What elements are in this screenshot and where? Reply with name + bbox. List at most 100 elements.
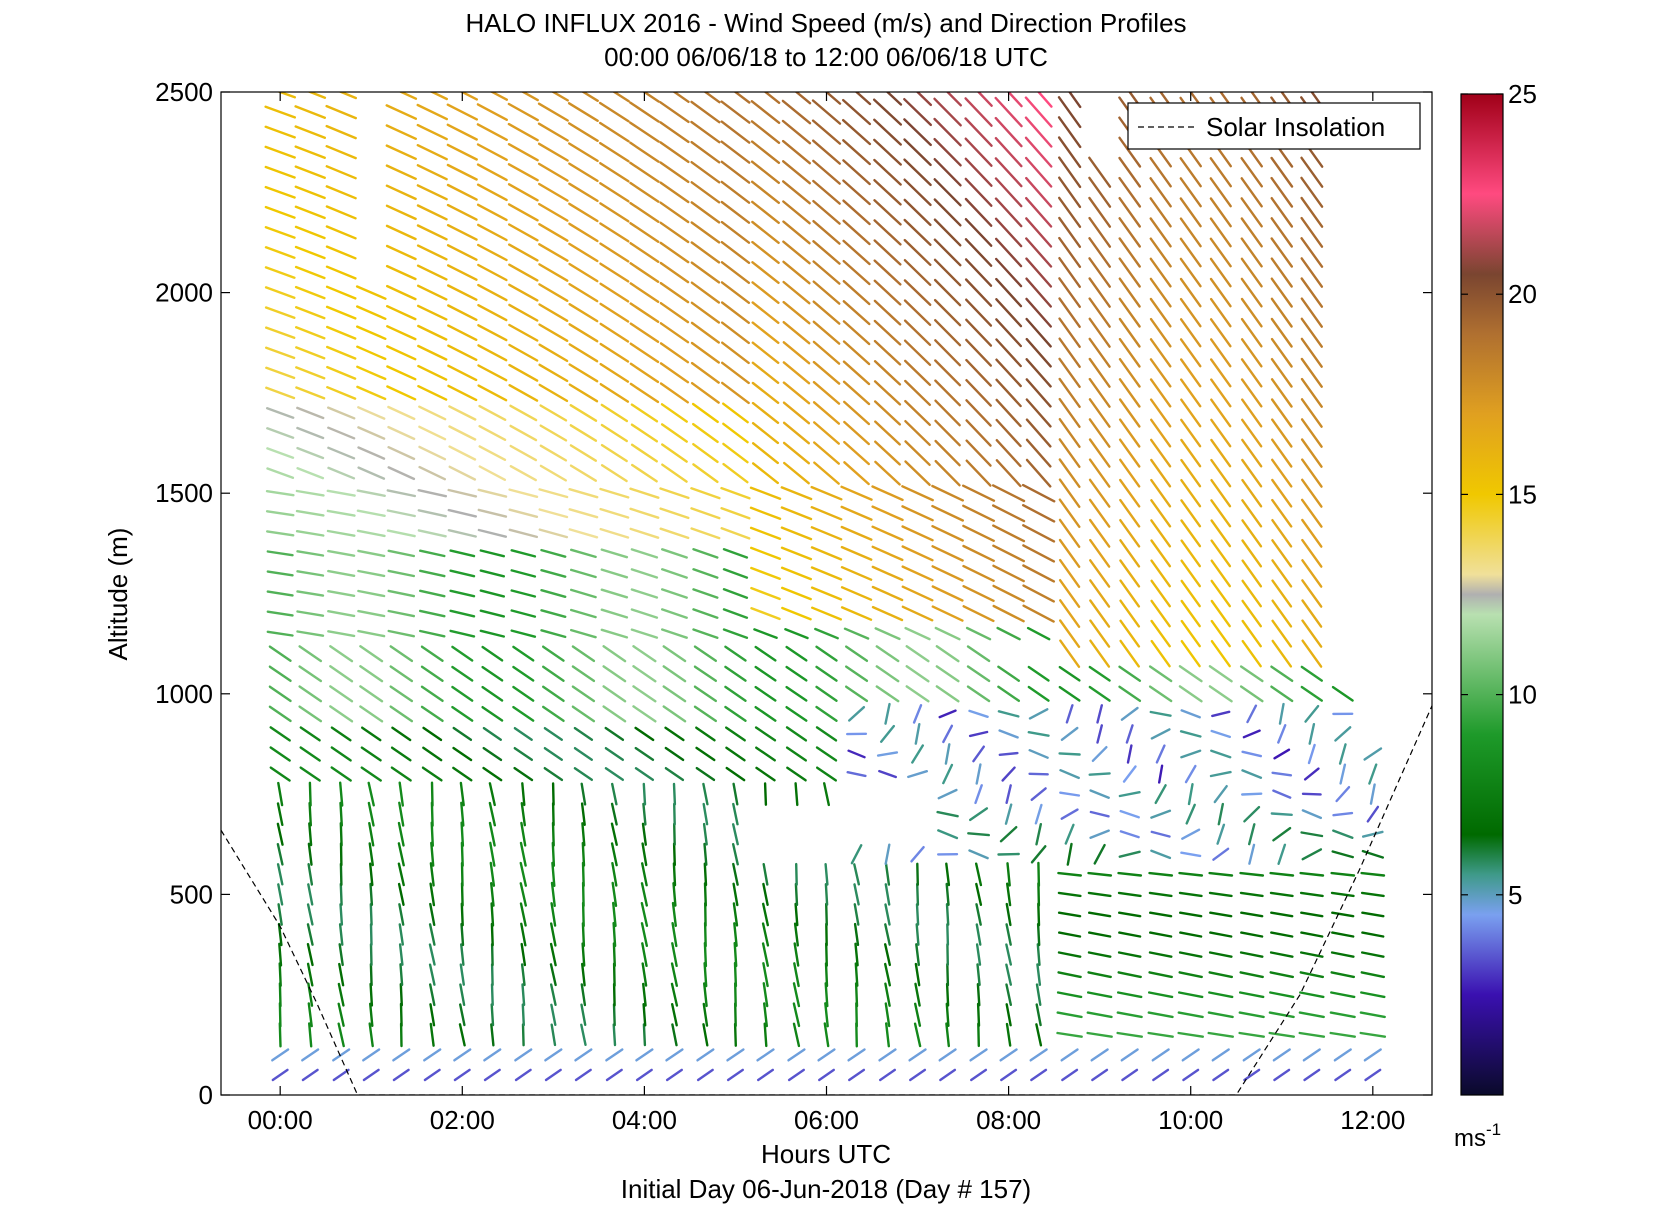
wind-barb <box>880 724 895 743</box>
wind-barb <box>1022 504 1056 523</box>
wind-barb <box>813 461 840 485</box>
wind-barb <box>692 628 719 639</box>
wind-barbs <box>264 92 1387 1082</box>
wind-barb <box>782 200 811 225</box>
wind-barb <box>965 338 992 367</box>
wind-barb <box>1180 559 1202 588</box>
wind-barb <box>630 568 659 579</box>
wind-barb <box>570 588 597 599</box>
wind-barb <box>447 364 478 382</box>
wind-barb <box>1148 931 1173 938</box>
wind-barb <box>519 902 527 927</box>
wind-barb <box>782 180 811 205</box>
wind-barb <box>1024 96 1053 128</box>
wind-barb <box>1149 317 1172 348</box>
wind-barb <box>659 507 690 520</box>
wind-barb <box>266 590 294 597</box>
wind-barb <box>329 665 354 683</box>
wind-barb <box>781 119 812 145</box>
wind-barb <box>569 424 598 442</box>
legend: Solar Insolation <box>1127 102 1421 150</box>
wind-barb <box>792 982 801 1008</box>
wind-barb <box>478 465 507 481</box>
wind-barb <box>664 726 685 742</box>
wind-barb <box>540 548 567 558</box>
wind-barb <box>417 385 448 401</box>
wind-barb <box>1240 197 1263 228</box>
wind-barb <box>1329 1011 1356 1019</box>
wind-barb <box>933 198 962 227</box>
wind-barb <box>690 120 721 144</box>
wind-barb <box>1243 1068 1261 1082</box>
wind-barb <box>1057 971 1082 979</box>
wind-barb <box>359 705 384 723</box>
wind-barb <box>490 1003 495 1027</box>
x-tick-label: 10:00 <box>1158 1105 1223 1135</box>
wind-barb <box>1147 991 1174 999</box>
wind-barb <box>1240 317 1263 348</box>
wind-barb <box>416 123 448 141</box>
wind-barb <box>521 983 526 1007</box>
wind-barb <box>550 922 557 947</box>
wind-barb <box>659 161 690 184</box>
wind-barb <box>307 1002 313 1028</box>
wind-barb <box>277 781 284 807</box>
wind-barb <box>690 301 721 324</box>
wind-barb <box>512 665 535 682</box>
wind-barb <box>477 488 508 498</box>
wind-barb <box>451 645 474 662</box>
wind-barb <box>811 606 842 621</box>
wind-barb <box>568 303 599 323</box>
chart-subtitle: 00:00 06/06/18 to 12:00 06/06/18 UTC <box>604 42 1048 72</box>
wind-barb <box>389 705 414 723</box>
wind-barb <box>732 823 739 846</box>
wind-barb <box>612 982 616 1007</box>
wind-barb <box>1179 730 1202 738</box>
wind-barb <box>781 139 811 165</box>
wind-barb <box>520 92 539 102</box>
wind-barb <box>477 223 508 242</box>
wind-barb <box>1339 763 1347 785</box>
wind-barb <box>1239 871 1265 877</box>
wind-barb <box>703 842 708 866</box>
wind-barb <box>568 182 599 203</box>
wind-barb <box>720 200 751 224</box>
wind-barb <box>1180 640 1201 668</box>
wind-barb <box>970 1068 988 1082</box>
wind-barb <box>337 1022 345 1048</box>
wind-barb <box>453 1048 472 1062</box>
x-axis-ticks: 00:00 02:00 04:00 06:00 08:00 10:00 12:00 <box>248 92 1405 1135</box>
wind-barb <box>1058 518 1081 548</box>
wind-barb <box>792 1022 801 1048</box>
wind-barb <box>780 526 813 541</box>
wind-barb <box>448 425 477 441</box>
wind-barb <box>460 861 464 887</box>
wind-barb <box>1270 378 1293 408</box>
wind-barb <box>510 609 537 618</box>
wind-barb <box>785 665 808 682</box>
wind-barb <box>690 382 720 404</box>
wind-barb <box>1057 156 1082 189</box>
wind-barb <box>1118 398 1141 428</box>
wind-barb <box>605 1068 623 1082</box>
wind-barb <box>543 767 564 782</box>
wind-barb <box>873 138 902 166</box>
wind-barb <box>399 1002 403 1027</box>
wind-barb <box>1150 809 1172 819</box>
wind-barb <box>1036 943 1041 966</box>
wind-barb <box>1126 744 1133 764</box>
x-tick-label: 12:00 <box>1340 1105 1405 1135</box>
wind-barb <box>1270 156 1294 188</box>
wind-barb <box>488 801 496 827</box>
wind-barb <box>447 344 478 361</box>
wind-barb <box>1001 766 1016 782</box>
wind-barb <box>702 1002 709 1027</box>
wind-barb <box>734 1002 737 1028</box>
wind-barb <box>1006 862 1011 887</box>
wind-barb <box>420 645 444 662</box>
wind-barb <box>659 322 690 344</box>
wind-barb <box>1270 418 1293 448</box>
wind-barb <box>1180 519 1202 548</box>
wind-barb <box>447 488 478 498</box>
wind-barb <box>1219 92 1233 108</box>
